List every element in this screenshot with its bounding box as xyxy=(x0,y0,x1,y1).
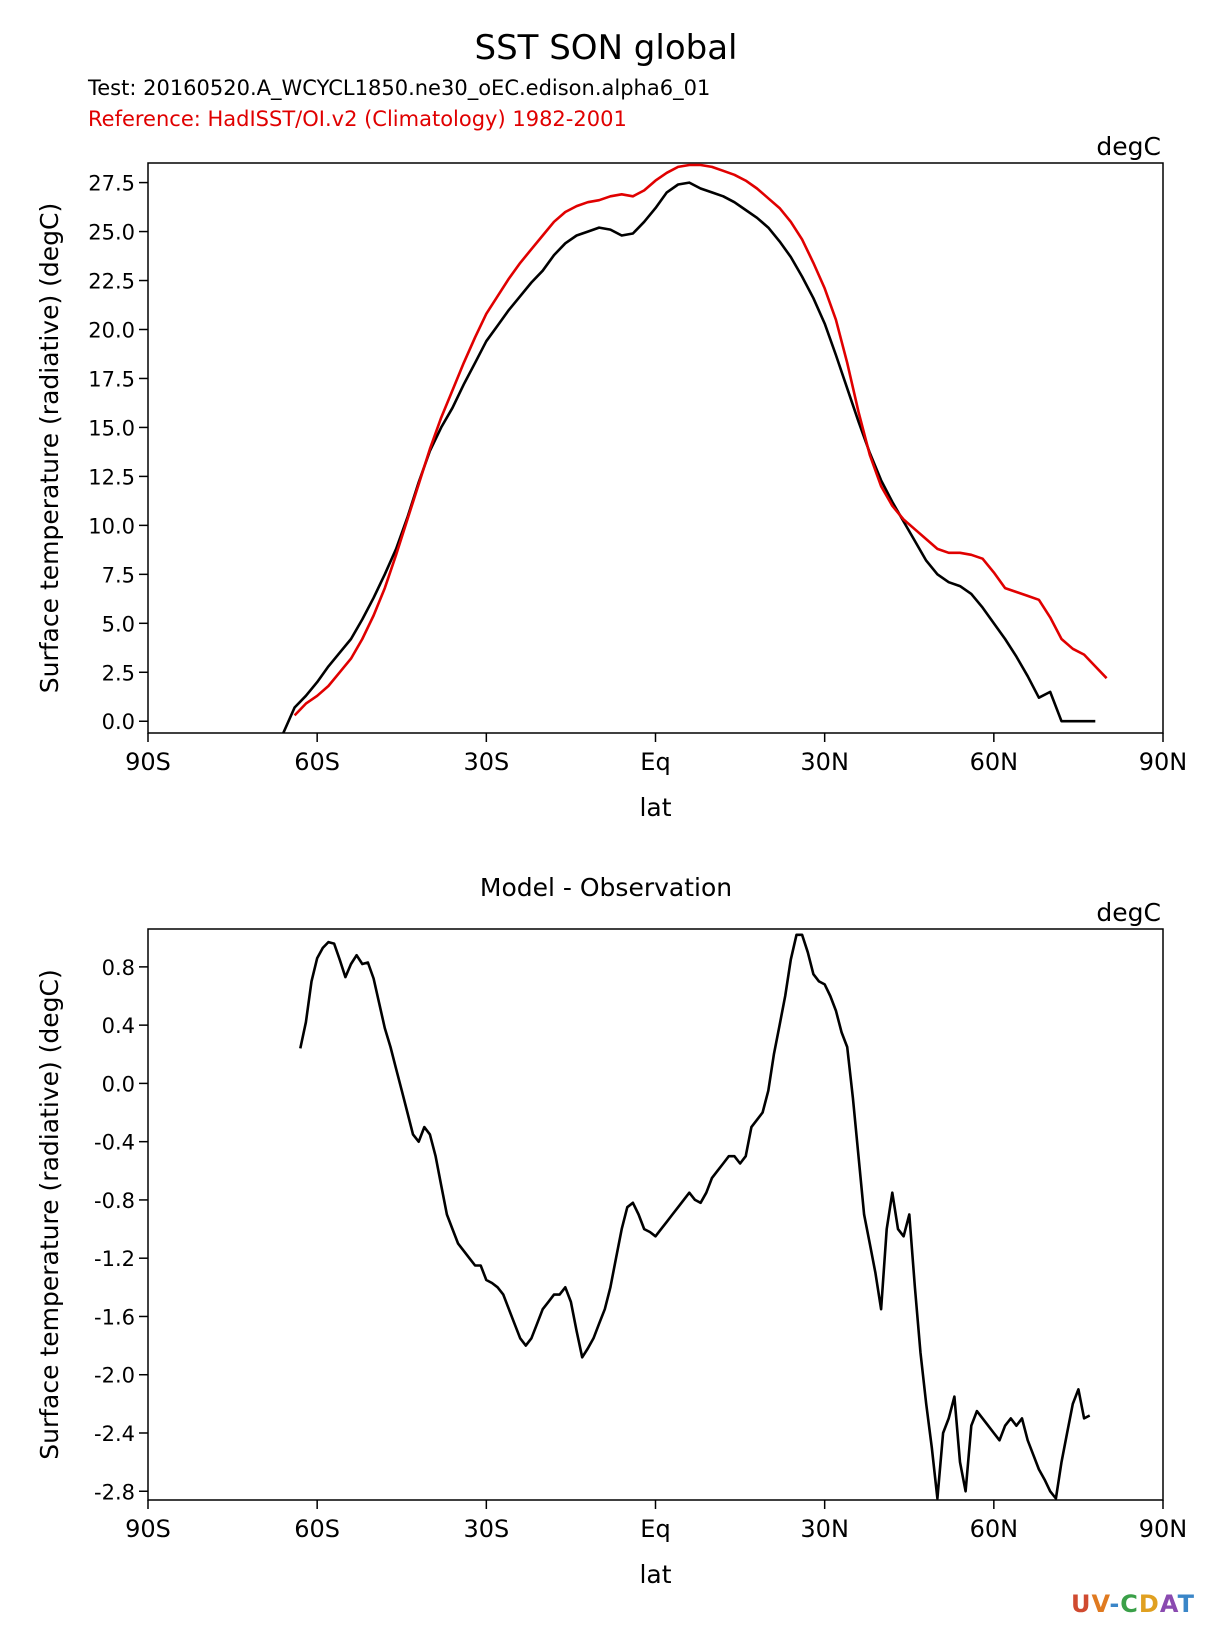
y-tick-label: -1.2 xyxy=(94,1247,135,1271)
x-axis-label: lat xyxy=(639,1560,671,1589)
y-tick-label: -0.4 xyxy=(94,1131,135,1155)
panel-title: Model - Observation xyxy=(480,873,732,902)
uvcdat-logo: UV-CDAT xyxy=(1071,1590,1195,1618)
y-tick-label: -1.6 xyxy=(94,1305,135,1329)
y-tick-label: 20.0 xyxy=(88,318,135,342)
y-tick-label: -2.8 xyxy=(94,1480,135,1504)
plot-frame xyxy=(147,928,1164,1501)
figure-title: SST SON global xyxy=(474,28,737,68)
y-tick-label: 0.4 xyxy=(102,1014,135,1038)
x-tick-label: 60S xyxy=(294,1515,340,1543)
y-tick-label: 0.8 xyxy=(102,956,135,980)
series-lines xyxy=(299,933,1091,1500)
x-tick-label: 30S xyxy=(463,1515,509,1543)
y-tick-label: 0.0 xyxy=(102,1072,135,1096)
y-tick-label: 0.0 xyxy=(102,710,135,734)
series-lines xyxy=(282,163,1108,733)
units-label: degC xyxy=(1096,132,1161,161)
x-tick-label: 90S xyxy=(125,748,171,776)
y-tick-label: 25.0 xyxy=(88,221,135,245)
y-tick-label: 5.0 xyxy=(102,612,135,636)
x-tick-label: Eq xyxy=(640,1515,670,1543)
series-line-reference xyxy=(293,163,1108,717)
axis-ticks: 90S 60S 30S Eq 30N 60N 90N 0.8 0.4 0.0 -0.4 -0.8 -1.… xyxy=(94,956,1187,1543)
y-tick-label: 27.5 xyxy=(88,172,135,196)
x-axis-label: lat xyxy=(639,793,671,822)
x-tick-label: 30N xyxy=(800,1515,849,1543)
test-label: Test: 20160520.A_WCYCL1850.ne30_oEC.edis… xyxy=(87,76,710,101)
x-tick-label: 90N xyxy=(1139,748,1188,776)
y-tick-label: 10.0 xyxy=(88,514,135,538)
y-tick-label: 12.5 xyxy=(88,465,135,489)
series-line-model-observation xyxy=(299,933,1091,1500)
y-tick-label: 15.0 xyxy=(88,416,135,440)
x-tick-label: 60S xyxy=(294,748,340,776)
y-tick-label: -0.8 xyxy=(94,1189,135,1213)
x-tick-label: 60N xyxy=(970,1515,1019,1543)
x-tick-label: Eq xyxy=(640,748,670,776)
x-tick-label: 30N xyxy=(800,748,849,776)
y-axis-label: Surface temperature (radiative) (degC) xyxy=(35,203,64,693)
x-tick-label: 30S xyxy=(463,748,509,776)
bottom-panel-difference: Model - Observation degC lat Surface tem… xyxy=(35,873,1187,1589)
units-label: degC xyxy=(1096,898,1161,927)
y-tick-label: 2.5 xyxy=(102,661,135,685)
y-tick-label: -2.4 xyxy=(94,1422,135,1446)
y-tick-label: 7.5 xyxy=(102,563,135,587)
y-tick-label: 22.5 xyxy=(88,270,135,294)
x-tick-label: 90S xyxy=(125,1515,171,1543)
series-line-test xyxy=(282,181,1096,733)
y-axis-label: Surface temperature (radiative) (degC) xyxy=(35,969,64,1459)
y-tick-label: -2.0 xyxy=(94,1364,135,1388)
x-tick-label: 60N xyxy=(970,748,1019,776)
axis-ticks: 90S 60S 30S Eq 30N 60N 90N 0.0 2.5 5.0 7.5 10.0 12.5… xyxy=(88,172,1187,776)
y-tick-label: 17.5 xyxy=(88,367,135,391)
top-panel-sst: degC lat Surface temperature (radiative)… xyxy=(35,132,1187,822)
x-tick-label: 90N xyxy=(1139,1515,1188,1543)
reference-label: Reference: HadISST/OI.v2 (Climatology) 1… xyxy=(88,107,627,131)
